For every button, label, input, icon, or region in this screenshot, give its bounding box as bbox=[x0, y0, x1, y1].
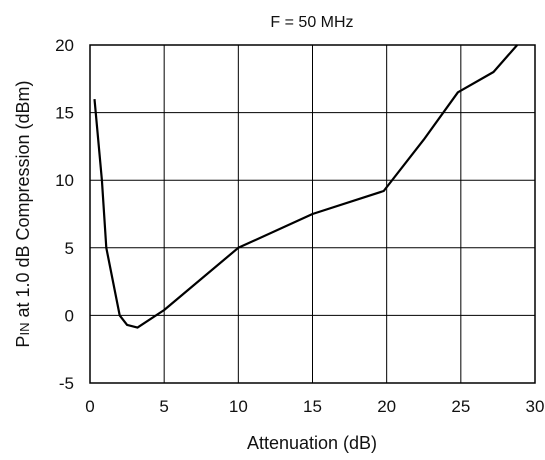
tick-labels: 0 5 10 15 20 25 30 -5 0 5 10 15 20 bbox=[55, 36, 544, 416]
x-axis-label: Attenuation (dB) bbox=[247, 433, 377, 453]
grid bbox=[90, 45, 535, 383]
x-tick-label: 20 bbox=[377, 397, 396, 416]
x-tick-label: 25 bbox=[451, 397, 470, 416]
y-tick-label: 10 bbox=[55, 171, 74, 190]
y-axis-label: PIN at 1.0 dB Compression (dBm) bbox=[13, 80, 33, 347]
y-tick-label: 5 bbox=[65, 239, 74, 258]
y-tick-label: 15 bbox=[55, 104, 74, 123]
x-tick-label: 5 bbox=[159, 397, 168, 416]
y-axis-label-rest: at 1.0 dB Compression (dBm) bbox=[13, 80, 33, 322]
series-line bbox=[93, 44, 519, 329]
y-tick-label: -5 bbox=[59, 374, 74, 393]
chart-title: F = 50 MHz bbox=[270, 14, 353, 31]
x-tick-label: 0 bbox=[85, 397, 94, 416]
plot-frame bbox=[89, 44, 536, 384]
x-tick-label: 15 bbox=[303, 397, 322, 416]
x-tick-label: 30 bbox=[526, 397, 545, 416]
series-group bbox=[93, 44, 519, 329]
y-tick-label: 0 bbox=[65, 306, 74, 325]
x-tick-label: 10 bbox=[229, 397, 248, 416]
y-tick-label: 20 bbox=[55, 36, 74, 55]
y-axis-label-sub: IN bbox=[17, 323, 32, 336]
y-axis-label-main: P bbox=[13, 336, 33, 348]
